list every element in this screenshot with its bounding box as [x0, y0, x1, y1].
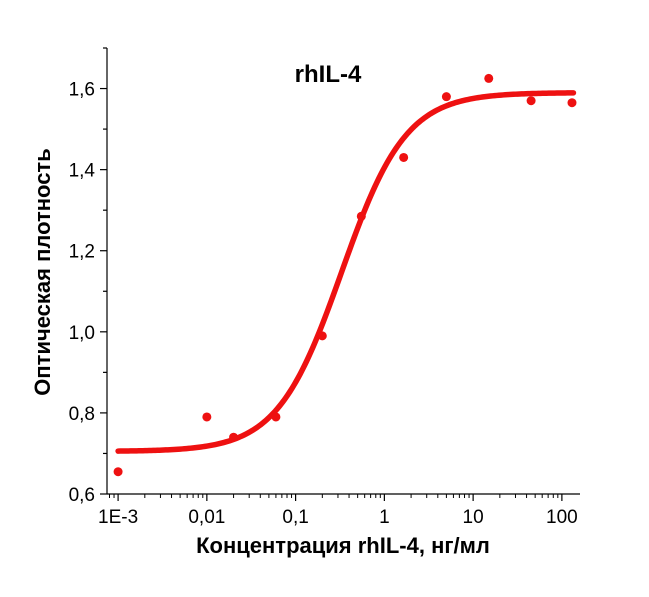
- data-point: [526, 96, 536, 106]
- y-tick-label: 1,0: [69, 323, 95, 344]
- data-point: [202, 412, 212, 422]
- y-tick-label: 1,4: [69, 161, 96, 182]
- data-point: [567, 98, 577, 108]
- data-point: [399, 152, 409, 162]
- chart-title: rhIL-4: [295, 61, 362, 88]
- x-tick-label: 1E-3: [98, 507, 138, 528]
- fit-layer: [115, 90, 577, 454]
- points-layer: [113, 73, 577, 477]
- y-tick-label: 0,6: [69, 485, 95, 506]
- y-tick-label: 1,2: [69, 242, 95, 263]
- x-tick-label: 1: [379, 507, 390, 528]
- ticks-layer: 0,6 0,8 1,0 1,2 1,4 1,6 1E-3 0,01 0,1 1 10 100: [69, 47, 578, 528]
- y-tick-label: 1,6: [69, 80, 95, 101]
- fit-curve: [115, 90, 577, 454]
- data-point: [441, 92, 451, 102]
- x-tick-label: 10: [463, 507, 484, 528]
- axes-layer: [106, 48, 580, 495]
- data-point: [229, 432, 239, 442]
- data-point: [317, 331, 327, 341]
- data-point: [484, 73, 494, 83]
- y-tick-label: 0,8: [69, 404, 95, 425]
- x-tick-label: 0,1: [282, 507, 308, 528]
- data-point: [271, 412, 281, 422]
- x-tick-label: 100: [546, 507, 578, 528]
- x-tick-label: 0,01: [188, 507, 225, 528]
- y-axis-title: Оптическая плотность: [30, 148, 55, 395]
- data-point: [113, 467, 123, 477]
- data-point: [356, 211, 366, 221]
- x-axis-title: Концентрация rhIL-4, нг/мл: [196, 533, 490, 558]
